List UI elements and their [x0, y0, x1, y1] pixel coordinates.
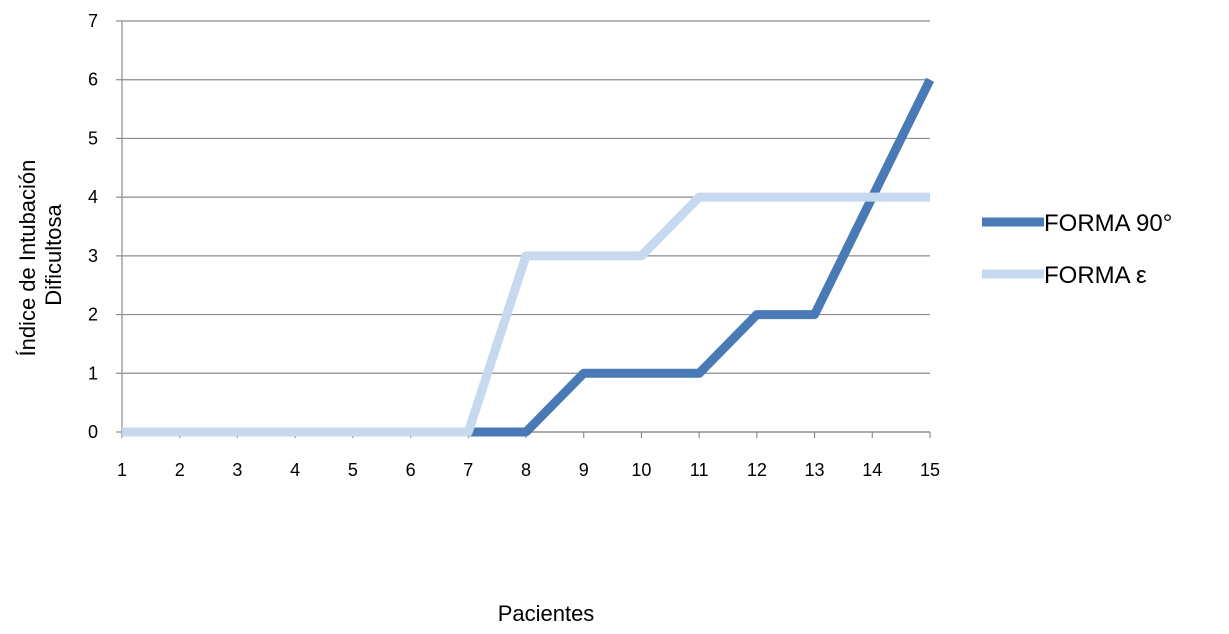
y-tick-labels: 0 1 2 3 4 5 6 7 — [88, 11, 98, 442]
series-lines — [122, 77, 935, 437]
x-tick-label: 1 — [117, 460, 127, 480]
legend-label: FORMA ε — [1044, 262, 1147, 289]
axes — [121, 21, 931, 438]
x-tick-label: 13 — [805, 460, 825, 480]
y-tick-label: 1 — [88, 363, 98, 383]
x-tick-label: 11 — [690, 460, 709, 480]
x-tick-label: 4 — [290, 460, 300, 480]
x-tick-label: 9 — [579, 460, 589, 480]
x-tick-label: 15 — [920, 460, 940, 480]
y-axis-title: Índice de Intubación Dificultosa — [15, 153, 66, 356]
y-tick-label: 4 — [88, 187, 98, 207]
x-tick-labels: 1 2 3 4 5 6 7 8 9 10 11 12 13 14 15 — [117, 460, 940, 480]
legend-label: FORMA 90° — [1044, 210, 1172, 237]
x-tick-label: 5 — [348, 460, 358, 480]
x-tick-label: 8 — [521, 460, 531, 480]
y-axis-title-line-1: Índice de Intubación — [15, 160, 40, 357]
gridlines — [116, 20, 930, 433]
y-tick-label: 0 — [88, 422, 98, 442]
x-tick-label: 3 — [232, 460, 242, 480]
y-tick-label: 6 — [88, 70, 98, 90]
x-tick-label: 14 — [862, 460, 882, 480]
y-tick-label: 5 — [88, 128, 98, 148]
x-tick-label: 6 — [406, 460, 416, 480]
y-axis-title-line-2: Dificultosa — [41, 203, 66, 305]
x-tick-label: 12 — [747, 460, 767, 480]
x-axis-title: Pacientes — [498, 601, 595, 626]
x-tick-label: 10 — [631, 460, 651, 480]
legend: FORMA 90° FORMA ε — [982, 210, 1172, 289]
x-tick-label: 2 — [175, 460, 185, 480]
x-tick-label: 7 — [463, 460, 473, 480]
y-tick-label: 7 — [88, 11, 98, 31]
series-line-forma-epsilon — [122, 192, 930, 437]
y-tick-label: 2 — [88, 305, 98, 325]
y-tick-label: 3 — [88, 246, 98, 266]
